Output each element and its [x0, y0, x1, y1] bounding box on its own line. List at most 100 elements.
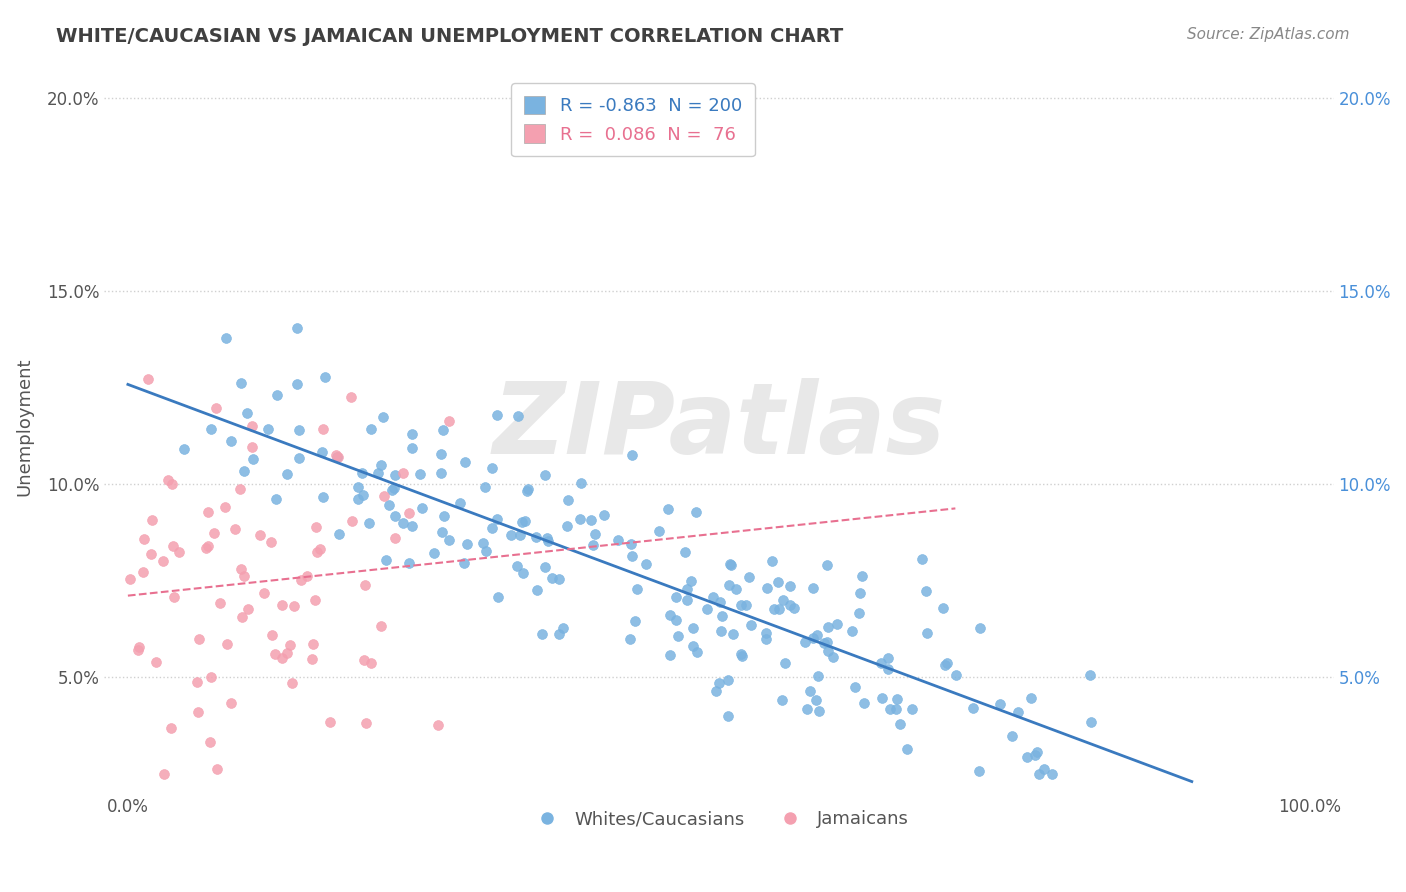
- Point: [1001, 729, 1024, 743]
- Point: [932, 600, 955, 615]
- Point: [354, 578, 377, 592]
- Point: [582, 538, 605, 552]
- Point: [738, 570, 761, 584]
- Point: [187, 705, 209, 719]
- Point: [197, 540, 219, 554]
- Point: [620, 448, 643, 462]
- Point: [325, 448, 347, 462]
- Point: [526, 583, 548, 598]
- Point: [911, 551, 934, 566]
- Point: [266, 492, 288, 507]
- Point: [145, 655, 167, 669]
- Point: [935, 657, 957, 671]
- Point: [900, 702, 922, 716]
- Point: [1025, 745, 1047, 759]
- Point: [481, 521, 503, 535]
- Point: [967, 764, 990, 779]
- Point: [735, 599, 758, 613]
- Point: [167, 545, 190, 559]
- Point: [501, 527, 523, 541]
- Point: [773, 656, 796, 670]
- Point: [432, 423, 454, 437]
- Point: [354, 715, 377, 730]
- Point: [152, 767, 174, 781]
- Point: [806, 669, 828, 683]
- Point: [592, 508, 614, 522]
- Point: [314, 370, 336, 384]
- Text: ZIPatlas: ZIPatlas: [492, 378, 945, 475]
- Text: WHITE/CAUCASIAN VS JAMAICAN UNEMPLOYMENT CORRELATION CHART: WHITE/CAUCASIAN VS JAMAICAN UNEMPLOYMENT…: [56, 27, 844, 45]
- Point: [877, 661, 900, 675]
- Point: [647, 524, 669, 539]
- Point: [305, 545, 328, 559]
- Point: [806, 627, 828, 641]
- Point: [240, 440, 263, 454]
- Point: [541, 571, 564, 585]
- Point: [676, 582, 699, 596]
- Point: [619, 536, 641, 550]
- Point: [696, 602, 718, 616]
- Point: [666, 629, 689, 643]
- Point: [262, 628, 284, 642]
- Point: [730, 599, 752, 613]
- Point: [197, 505, 219, 519]
- Point: [186, 675, 208, 690]
- Point: [768, 602, 790, 616]
- Point: [141, 547, 163, 561]
- Point: [657, 502, 679, 516]
- Point: [215, 637, 238, 651]
- Point: [229, 562, 252, 576]
- Point: [841, 624, 863, 639]
- Point: [569, 476, 592, 491]
- Point: [716, 673, 738, 687]
- Point: [474, 480, 496, 494]
- Point: [270, 598, 292, 612]
- Point: [533, 559, 555, 574]
- Point: [962, 701, 984, 715]
- Point: [283, 599, 305, 614]
- Point: [360, 422, 382, 436]
- Point: [242, 452, 264, 467]
- Point: [238, 602, 260, 616]
- Point: [755, 632, 778, 647]
- Point: [285, 376, 308, 391]
- Point: [547, 627, 569, 641]
- Point: [1019, 690, 1042, 705]
- Point: [290, 573, 312, 587]
- Point: [710, 624, 733, 638]
- Point: [233, 464, 256, 478]
- Point: [384, 531, 406, 545]
- Point: [253, 586, 276, 600]
- Point: [807, 704, 830, 718]
- Point: [815, 558, 838, 573]
- Point: [506, 558, 529, 573]
- Point: [450, 496, 472, 510]
- Point: [731, 649, 754, 664]
- Point: [370, 619, 392, 633]
- Point: [717, 709, 740, 723]
- Point: [682, 621, 704, 635]
- Point: [371, 410, 394, 425]
- Point: [730, 647, 752, 661]
- Point: [200, 670, 222, 684]
- Point: [132, 565, 155, 579]
- Point: [328, 450, 350, 464]
- Point: [367, 466, 389, 480]
- Point: [173, 442, 195, 456]
- Point: [346, 480, 368, 494]
- Point: [813, 636, 835, 650]
- Point: [825, 617, 848, 632]
- Point: [707, 676, 730, 690]
- Point: [132, 532, 155, 546]
- Y-axis label: Unemployment: Unemployment: [15, 357, 32, 496]
- Point: [437, 414, 460, 428]
- Point: [188, 632, 211, 646]
- Point: [796, 702, 818, 716]
- Point: [682, 639, 704, 653]
- Point: [512, 566, 534, 581]
- Point: [851, 569, 873, 583]
- Point: [160, 476, 183, 491]
- Point: [373, 489, 395, 503]
- Point: [817, 643, 839, 657]
- Point: [770, 693, 793, 707]
